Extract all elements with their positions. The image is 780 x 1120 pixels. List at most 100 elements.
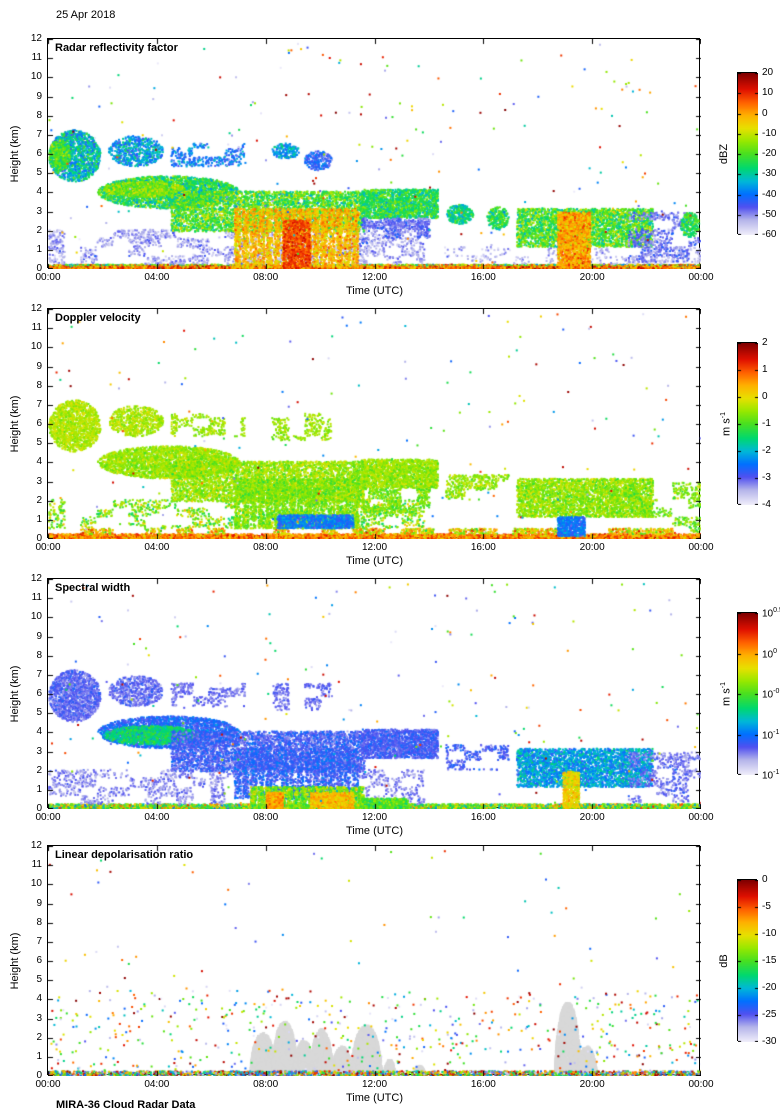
- ldr-plot-area: Linear depolarisation ratio Height (km) …: [9, 840, 714, 1104]
- y-tick-label: 9: [36, 360, 42, 372]
- y-tick-label: 4: [36, 726, 42, 738]
- x-tick-label: 00:00: [688, 272, 714, 283]
- y-tick-label: 5: [36, 437, 42, 449]
- y-tick-label: 2: [36, 224, 42, 236]
- reflectivity-plot-area: Radar reflectivity factor Height (km) Ti…: [9, 33, 714, 297]
- x-tick-label: 00:00: [688, 1079, 714, 1090]
- y-tick-label: 3: [36, 745, 42, 757]
- x-tick-label: 00:00: [35, 1079, 61, 1090]
- y-tick-label: 7: [36, 668, 42, 680]
- y-tick-label: 5: [36, 167, 42, 179]
- y-tick-label: 11: [31, 52, 42, 64]
- colorbar-tick-label: -50: [762, 208, 777, 220]
- y-tick-label: 9: [36, 897, 42, 909]
- x-tick-label: 00:00: [35, 542, 61, 553]
- x-tick-label: 08:00: [253, 1079, 279, 1090]
- y-tick-label: 5: [36, 707, 42, 719]
- colorbar-tick-label: -2: [762, 445, 771, 456]
- colorbar-tick-label: -30: [762, 1036, 777, 1047]
- colorbar-gradient: [738, 613, 758, 775]
- y-tick-label: 5: [36, 974, 42, 986]
- y-tick-label: 11: [31, 592, 42, 604]
- colorbar-tick-label: -3: [762, 472, 771, 483]
- x-tick-label: 04:00: [144, 812, 170, 823]
- colorbar-tick-label: 1: [762, 364, 768, 375]
- x-tick-label: 04:00: [144, 1079, 170, 1090]
- y-tick-label: 10: [30, 341, 42, 353]
- y-tick-label: 9: [36, 630, 42, 642]
- y-tick-label: 1: [36, 1050, 42, 1062]
- colorbar-gradient: [738, 880, 758, 1042]
- colorbar-tick-label: -1: [762, 418, 771, 429]
- colorbar-gradient: [738, 73, 758, 235]
- x-tick-label: 12:00: [361, 272, 388, 283]
- footer-dataset-label: MIRA-36 Cloud Radar Data: [56, 1099, 196, 1111]
- x-tick-label: 12:00: [361, 1079, 388, 1090]
- ldr-plot-title: Linear depolarisation ratio: [55, 849, 194, 861]
- x-tick-label: 12:00: [361, 542, 388, 553]
- x-tick-label: 20:00: [579, 272, 605, 283]
- ldr-colorbar: dB 0 -5 -10 -15 -20 -25 -30: [718, 874, 776, 1047]
- y-tick-label: 0: [36, 533, 42, 544]
- panel-doppler-velocity: Doppler velocity Height (km) Time (UTC) …: [0, 303, 780, 578]
- panel-linear-depolarisation-ratio: Linear depolarisation ratio Height (km) …: [0, 840, 780, 1115]
- y-tick-label: 1: [36, 783, 42, 795]
- colorbar-tick-label: 2: [762, 337, 768, 348]
- spectral-width-heatmap-canvas: [48, 579, 701, 809]
- colorbar-tick-label: -10: [762, 127, 777, 139]
- y-tick-label: 4: [36, 993, 42, 1005]
- y-tick-label: 6: [36, 148, 42, 159]
- x-tick-label: 04:00: [144, 272, 170, 283]
- colorbar-tick-label: 20: [762, 67, 774, 78]
- y-tick-label: 6: [36, 688, 42, 699]
- panel-radar-reflectivity: Radar reflectivity factor Height (km) Ti…: [0, 33, 780, 308]
- colorbar-tick-label: -5: [762, 901, 771, 912]
- velocity-plot-title: Doppler velocity: [55, 312, 141, 324]
- y-tick-label: 7: [36, 128, 42, 140]
- x-axis-label: Time (UTC): [345, 825, 404, 837]
- x-tick-label: 16:00: [470, 1079, 496, 1090]
- colorbar-tick-label: -20: [762, 982, 777, 993]
- y-tick-label: 2: [36, 1031, 42, 1043]
- y-tick-label: 7: [36, 935, 42, 947]
- velocity-plot-area: Doppler velocity Height (km) Time (UTC) …: [9, 303, 714, 567]
- colorbar-tick-label: -20: [762, 148, 777, 159]
- y-tick-label: 2: [36, 494, 42, 506]
- velocity-heatmap-canvas: [48, 309, 701, 539]
- colorbar-tick-label: 0: [762, 107, 768, 119]
- x-axis-label: Time (UTC): [345, 1092, 404, 1104]
- y-tick-label: 0: [36, 1070, 42, 1081]
- y-tick-label: 7: [36, 398, 42, 410]
- colorbar-tick-label: 10-1.5: [762, 769, 780, 782]
- x-tick-label: 16:00: [470, 812, 496, 823]
- y-tick-label: 11: [31, 859, 42, 871]
- y-tick-label: 2: [36, 764, 42, 776]
- colorbar-unit-label: dBZ: [718, 143, 730, 165]
- x-tick-label: 00:00: [35, 812, 61, 823]
- y-tick-label: 1: [36, 243, 42, 255]
- x-tick-label: 16:00: [470, 272, 496, 283]
- x-tick-label: 16:00: [470, 542, 496, 553]
- y-tick-label: 10: [30, 878, 42, 890]
- x-tick-label: 00:00: [35, 272, 61, 283]
- colorbar-unit-label: m s-1: [720, 682, 733, 706]
- reflectivity-colorbar: dBZ 20 10 0 -10 -20 -30 -40 -50 -60: [718, 67, 776, 240]
- x-axis-label: Time (UTC): [345, 555, 404, 567]
- colorbar-tick-label: -4: [762, 499, 771, 510]
- colorbar-tick-label: 0: [762, 391, 768, 402]
- colorbar-tick-label: 10-0.5: [762, 688, 780, 701]
- y-tick-label: 3: [36, 475, 42, 487]
- ldr-heatmap-canvas: [48, 846, 701, 1076]
- colorbar-tick-label: -15: [762, 955, 777, 966]
- y-tick-label: 3: [36, 1012, 42, 1024]
- y-tick-label: 12: [30, 303, 42, 314]
- colorbar-unit-label: dB: [718, 954, 730, 968]
- colorbar-tick-label: -40: [762, 188, 777, 200]
- spectral-width-colorbar: m s-1 100.5 100 10-0.5 10-1 10-1.5: [720, 607, 780, 781]
- reflectivity-plot-title: Radar reflectivity factor: [55, 42, 178, 54]
- y-tick-label: 3: [36, 205, 42, 217]
- colorbar-tick-label: 10: [762, 87, 774, 99]
- y-tick-label: 8: [36, 109, 42, 121]
- x-axis-label: Time (UTC): [345, 285, 404, 297]
- colorbar-tick-label: -10: [762, 928, 777, 939]
